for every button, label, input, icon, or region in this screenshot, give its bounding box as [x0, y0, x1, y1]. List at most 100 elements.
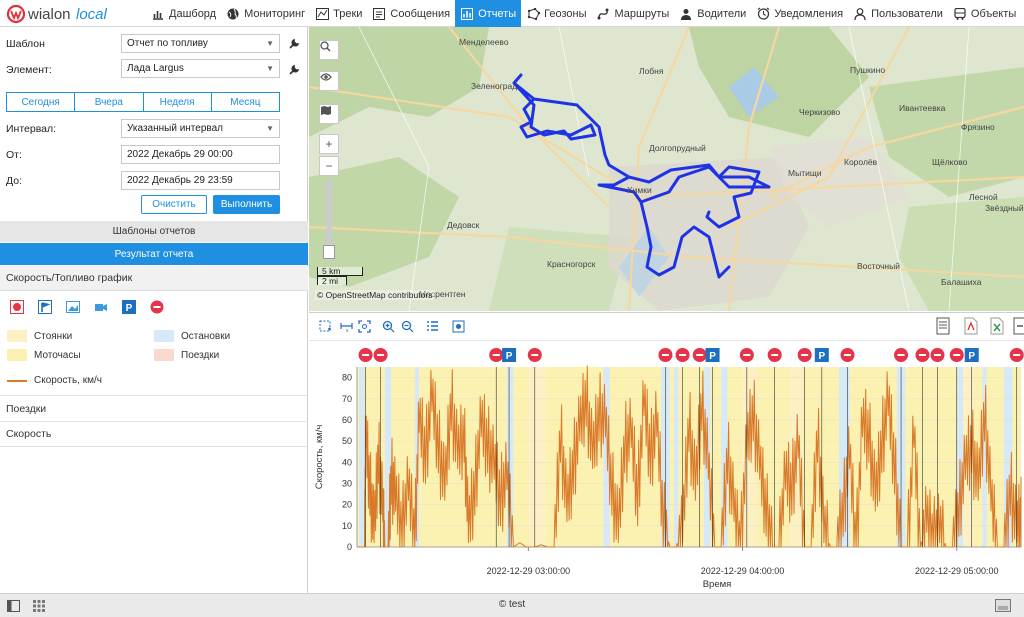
- clear-button[interactable]: Очистить: [141, 195, 207, 214]
- zoom-in-icon[interactable]: +: [319, 134, 339, 154]
- period-buttons: Сегодня Вчера Неделя Месяц: [6, 92, 280, 112]
- parking-marker-icon[interactable]: P: [121, 299, 137, 315]
- toggle-panel-icon[interactable]: [7, 600, 20, 612]
- parking-marker-icon[interactable]: [705, 348, 720, 362]
- stop-marker-dash: [801, 354, 809, 356]
- export-excel-icon[interactable]: [989, 317, 1005, 335]
- nav-item-notifications[interactable]: Уведомления: [751, 0, 848, 27]
- element-select[interactable]: Лада Largus ▼: [121, 59, 280, 78]
- period-button[interactable]: Вчера: [75, 93, 144, 111]
- alarm-clock-icon: [756, 7, 770, 21]
- grid-icon[interactable]: [33, 600, 45, 612]
- run-button[interactable]: Выполнить: [213, 195, 280, 214]
- period-button[interactable]: Месяц: [230, 96, 261, 108]
- nav-item-geofences[interactable]: Геозоны: [521, 0, 591, 27]
- map-eye-icon[interactable]: [319, 71, 339, 91]
- interval-select[interactable]: Указанный интервал ▼: [121, 119, 280, 138]
- zoom-slider[interactable]: [326, 180, 332, 260]
- zoom-slider-handle[interactable]: [323, 245, 335, 259]
- svg-text:P: P: [126, 303, 133, 314]
- zoom-x-icon[interactable]: x: [339, 319, 353, 333]
- track-icon: [315, 7, 329, 21]
- interval-select-value: Указанный интервал: [127, 123, 223, 134]
- nav-item-drivers[interactable]: Водители: [674, 0, 751, 27]
- x-tick-label: 2022-12-29 05:00:00: [915, 566, 999, 576]
- export-pdf-icon[interactable]: [963, 317, 979, 335]
- zoom-out-icon[interactable]: −: [319, 156, 339, 176]
- top-navigation-bar: wialon local Дашборд Мониторинг Треки Сообщ…: [0, 0, 1024, 27]
- footer-text: © test: [498, 599, 526, 610]
- map-search-icon[interactable]: [319, 40, 339, 60]
- report-result-tab[interactable]: Результат отчета: [0, 243, 308, 265]
- export-more-icon[interactable]: [1012, 317, 1024, 335]
- town-label: Щёлково: [932, 157, 968, 167]
- section-speed[interactable]: Скорость: [0, 421, 308, 447]
- nav-item-tracks[interactable]: Треки: [310, 0, 367, 27]
- section-trips[interactable]: Поездки: [0, 395, 308, 421]
- parking-marker-glyph: P: [709, 351, 716, 362]
- nav-item-dashboard[interactable]: Дашборд: [146, 0, 221, 27]
- flag-marker-icon[interactable]: [37, 299, 53, 315]
- stop-marker-icon[interactable]: [149, 299, 165, 315]
- town-label: Балашиха: [941, 277, 982, 287]
- scale-km: 5 km: [317, 267, 363, 276]
- chart-toolbar: x: [309, 313, 1024, 341]
- element-select-value: Лада Largus: [127, 63, 184, 74]
- town-label: Красногорск: [547, 259, 596, 269]
- list-icon[interactable]: [425, 319, 439, 333]
- print-icon[interactable]: [935, 317, 951, 335]
- nav-item-label: Уведомления: [774, 7, 844, 20]
- select-area-icon[interactable]: [318, 319, 332, 333]
- template-select[interactable]: Отчет по топливу ▼: [121, 34, 280, 53]
- legend-swatch: [7, 349, 27, 361]
- driver-icon: [679, 7, 693, 21]
- bus-icon: [953, 7, 967, 21]
- speed-series-line: [357, 365, 1022, 548]
- zoom-out-icon[interactable]: [400, 319, 414, 333]
- stoppage-band: [1003, 367, 1013, 547]
- nav-item-label: Объекты: [970, 7, 1017, 20]
- to-date-input[interactable]: 2022 Декабрь 29 23:59: [121, 171, 280, 190]
- parking-marker-glyph: P: [506, 351, 513, 362]
- town-label: Зеленоград: [471, 81, 518, 91]
- svg-text:x: x: [346, 328, 349, 333]
- nav-item-units[interactable]: Объекты: [948, 0, 1021, 27]
- parking-marker-icon[interactable]: [814, 348, 829, 362]
- brand-logo[interactable]: wialon local: [0, 0, 146, 27]
- fuel-marker-icon[interactable]: [9, 299, 25, 315]
- nav-item-messages[interactable]: Сообщения: [367, 0, 455, 27]
- image-marker-icon[interactable]: [65, 299, 81, 315]
- messages-panel-icon[interactable]: [995, 599, 1011, 612]
- stoppage-band: [982, 367, 987, 547]
- target-icon[interactable]: [451, 319, 465, 333]
- parking-marker-icon[interactable]: [964, 348, 979, 362]
- video-marker-icon[interactable]: [93, 299, 109, 315]
- report-templates-tab[interactable]: Шаблоны отчетов: [0, 221, 308, 242]
- wrench-icon[interactable]: [288, 38, 300, 50]
- user-icon: [853, 7, 867, 21]
- parking-marker-icon[interactable]: [502, 348, 517, 362]
- parking-marker-glyph: P: [818, 351, 825, 362]
- nav-item-users[interactable]: Пользователи: [848, 0, 948, 27]
- period-button[interactable]: Неделя: [144, 93, 212, 111]
- wrench-icon[interactable]: [288, 64, 300, 76]
- more-vertical-icon[interactable]: ⋮: [1021, 0, 1024, 26]
- map-layers-icon[interactable]: [319, 104, 339, 124]
- status-bar: © test: [0, 593, 1024, 617]
- nav-item-reports[interactable]: Отчеты: [455, 0, 522, 27]
- fit-all-icon[interactable]: [357, 319, 371, 333]
- from-date-input[interactable]: 2022 Декабрь 29 00:00: [121, 145, 280, 164]
- y-tick-label: 30: [342, 478, 352, 488]
- map-view[interactable]: Менделеево Зеленоград Лобня Долгопрудный…: [309, 27, 1024, 311]
- nav-item-monitoring[interactable]: Мониторинг: [221, 0, 310, 27]
- legend-stoppages-label: Остановки: [181, 330, 231, 342]
- speed-chart[interactable]: 0 10 20 30 40 50 60 70 80 2022-12-29 03:00:00 2022…: [309, 341, 1024, 594]
- zoom-in-icon[interactable]: [381, 319, 395, 333]
- reports-icon: [460, 7, 474, 21]
- map-attribution[interactable]: © OpenStreetMap contributors: [315, 290, 435, 300]
- period-button[interactable]: Сегодня: [7, 93, 76, 111]
- stop-marker-dash: [362, 354, 370, 356]
- nav-item-routes[interactable]: Маршруты: [592, 0, 675, 27]
- graph-title[interactable]: Скорость/Топливо график: [0, 266, 308, 291]
